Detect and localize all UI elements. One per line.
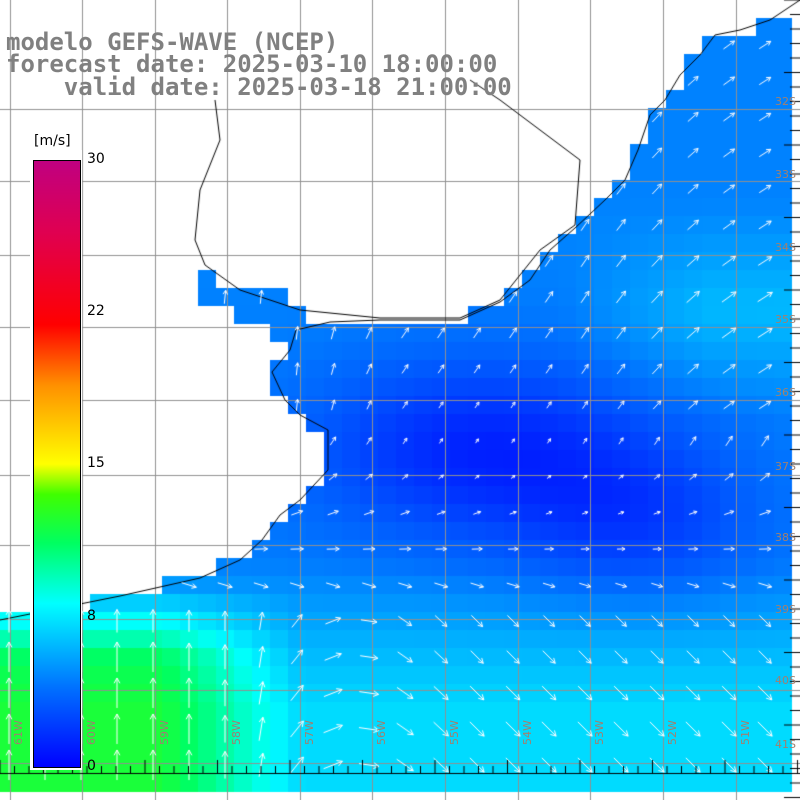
colorbar-label: 15: [87, 455, 105, 471]
colorbar-label: 0: [87, 758, 96, 774]
lat-label: 34S: [775, 241, 796, 254]
lat-label: 37S: [775, 460, 796, 473]
lon-label: 53W: [593, 720, 606, 745]
lon-label: 51W: [739, 720, 752, 745]
colorbar-unit: [m/s]: [34, 133, 71, 149]
lon-label: 55W: [448, 720, 461, 745]
lon-label: 52W: [666, 720, 679, 745]
lon-label: 61W: [12, 720, 25, 745]
lat-label: 40S: [775, 674, 796, 687]
model-title: modelo GEFS-WAVE (NCEP): [6, 28, 339, 56]
lon-label: 60W: [85, 720, 98, 745]
lat-label: 41S: [775, 738, 796, 751]
lat-label: 38S: [775, 531, 796, 544]
lat-label: 36S: [775, 386, 796, 399]
lat-label: 39S: [775, 603, 796, 616]
lon-label: 59W: [158, 720, 171, 745]
colorbar-label: 22: [87, 303, 105, 319]
forecast-date: forecast date: 2025-03-10 18:00:00: [6, 50, 498, 78]
lat-label: 33S: [775, 168, 796, 181]
valid-date: valid date: 2025-03-18 21:00:00: [6, 73, 512, 101]
lon-label: 54W: [521, 720, 534, 745]
colorbar-label: 30: [87, 151, 105, 167]
colorbar: [33, 160, 81, 768]
lon-label: 56W: [375, 720, 388, 745]
lat-label: 35S: [775, 313, 796, 326]
lat-label: 32S: [775, 95, 796, 108]
lon-label: 58W: [230, 720, 243, 745]
lon-label: 57W: [303, 720, 316, 745]
colorbar-label: 8: [87, 608, 96, 624]
